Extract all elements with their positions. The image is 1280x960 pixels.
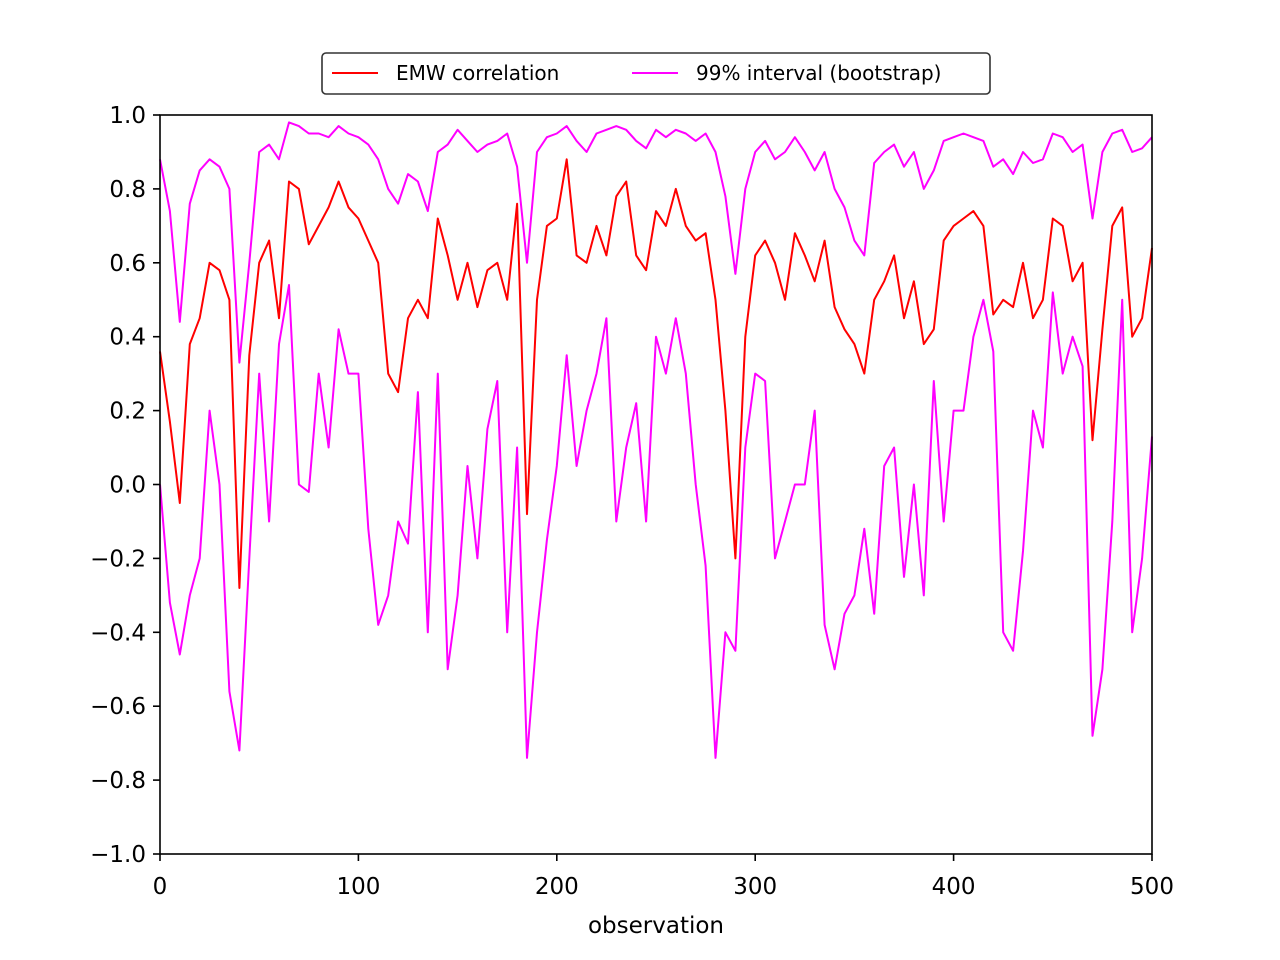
y-tick-label: −0.8 [90, 768, 146, 794]
series-line-emw-correlation [159, 158, 1153, 589]
x-tick-label: 0 [153, 874, 168, 900]
y-tick-label: 0.8 [109, 177, 146, 203]
x-tick-label: 400 [932, 874, 976, 900]
series-line-interval-upper [159, 121, 1153, 364]
y-tick-label: −0.2 [90, 546, 146, 572]
y-tick-label: 0.6 [109, 251, 146, 277]
y-tick-label: 0.0 [109, 473, 146, 499]
y-tick-label: 0.4 [109, 325, 146, 351]
x-tick-label: 100 [336, 874, 380, 900]
y-tick-label: −1.0 [90, 842, 146, 868]
x-tick-label: 300 [733, 874, 777, 900]
x-tick-label: 200 [535, 874, 579, 900]
x-tick-label: 500 [1130, 874, 1174, 900]
x-axis: 0 100 200 300 400 500 [153, 854, 1174, 900]
y-tick-label: 1.0 [109, 103, 146, 129]
legend-label-emw-correlation: EMW correlation [396, 61, 559, 85]
y-tick-label: −0.4 [90, 620, 146, 646]
legend-label-99-interval: 99% interval (bootstrap) [696, 61, 941, 85]
y-tick-label: 0.2 [109, 399, 146, 425]
y-tick-label: −0.6 [90, 694, 146, 720]
legend: EMW correlation 99% interval (bootstrap) [321, 52, 991, 95]
series-line-interval-lower [159, 284, 1153, 759]
plot-area [159, 121, 1153, 759]
x-axis-title: observation [588, 913, 724, 939]
y-axis: −1.0 −0.8 −0.6 −0.4 −0.2 0.0 0.2 0.4 0.6 0.8 1.0 [90, 103, 160, 868]
